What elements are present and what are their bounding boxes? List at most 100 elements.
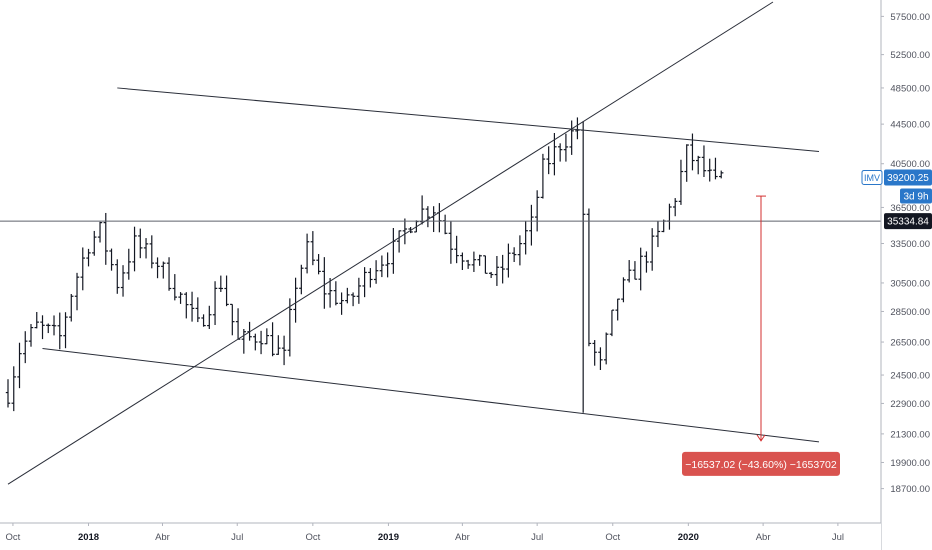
ohlc-bar [178,292,183,304]
ohlc-bar [696,155,701,175]
ohlc-bar [316,254,321,275]
rising-trendline-line[interactable] [7,1,774,485]
time-axis[interactable]: Oct 2018 Abr Jul Oct 2019 Abr Jul Oct 2020 Abr Jul [0,522,881,550]
ohlc-bar [609,309,615,337]
time-tick-label: Jul [832,532,844,543]
ohlc-bar [644,251,649,273]
ohlc-bar [28,324,34,347]
ohlc-bar [437,203,442,233]
ohlc-bar [638,247,643,291]
ohlc-bar [109,248,114,271]
ohlc-bar [546,146,551,175]
price-tick-label: 28500.00 [890,307,930,318]
symbol-label: IMV [864,173,880,183]
ohlc-bar [626,260,632,283]
ohlc-bar [678,159,684,205]
ohlc-bar [350,292,356,307]
ohlc-bar [86,248,91,267]
countdown-label: 3d 9h [903,191,928,202]
lower-channel-line[interactable] [42,347,820,443]
ohlc-bar [23,331,28,364]
ohlc-bar [155,257,160,279]
ohlc-bar [713,157,718,180]
price-tick-label: 52500.00 [890,50,930,61]
ohlc-bar [5,379,11,408]
ohlc-bar [92,230,97,256]
time-tick-label: 2019 [378,532,399,543]
ohlc-bar [477,254,482,266]
price-labels: IMV 39200.25 3d 9h 35334.84 [861,169,932,230]
ohlc-bar [362,267,367,298]
ohlc-bar [684,144,689,182]
countdown-badge [900,188,932,204]
measure-tool[interactable]: −16537.02 (−43.60%) −1653702 [682,195,840,476]
ohlc-bar [34,311,39,329]
price-tick-label: 40500.00 [890,159,930,170]
ohlc-bar [195,297,201,323]
measure-label-box[interactable] [682,451,840,476]
ohlc-bar [345,287,350,304]
time-tick-label: 2020 [678,532,699,543]
ohlc-bar [368,268,373,288]
ohlc-bar [224,275,229,307]
ohlc-bar [442,214,448,235]
ohlc-bar [161,261,166,279]
ohlc-bar [690,133,695,171]
ohlc-bar [575,117,580,140]
ohlc-bar [69,294,74,322]
ohlc-bar [207,305,212,330]
ohlc-bar [138,228,143,259]
symbol-badge [861,169,883,185]
price-tick-label: 33500.00 [890,239,930,250]
ohlc-bar [17,342,22,389]
price-tick-label: 26500.00 [890,338,930,349]
time-axis-bg[interactable] [0,523,881,550]
time-tick-label: Jul [231,532,243,543]
ohlc-bar [287,298,293,357]
ohlc-bar [270,322,275,357]
ohlc-bar [126,248,131,280]
ohlc-bar [655,221,661,248]
price-tick-label: 19900.00 [890,458,930,469]
measure-arrow-head [756,434,766,442]
ohlc-bar [465,259,471,269]
ohlc-bar [304,233,310,274]
ohlc-bar [201,314,206,327]
drawing-tools[interactable] [0,1,881,485]
ohlc-bar [621,277,626,303]
price-tick-label: 22900.00 [890,399,930,410]
price-axis-bg[interactable] [881,0,932,550]
ohlc-bar [264,328,270,345]
price-tick-label: 44500.00 [890,120,930,131]
ohlc-bar [218,275,224,292]
ohlc-bar [356,277,362,304]
ohlc-bar [327,277,333,308]
ohlc-bar [523,221,528,255]
ohlc-bar [241,328,247,354]
horizontal-line-label: 35334.84 [887,217,929,228]
ohlc-bar [149,235,154,269]
ohlc-bar [80,247,85,291]
time-tick-label: Oct [6,532,21,543]
price-axis[interactable]: 57500.00 52500.00 48500.00 44500.00 40500.00… [880,0,932,550]
time-tick-label: Abr [455,532,470,543]
time-tick-label: 2018 [78,532,99,543]
ohlc-bar [276,335,281,355]
ohlc-bar [293,277,298,323]
current-price-label: 39200.25 [887,173,929,184]
price-tick-label: 18700.00 [890,484,930,495]
ohlc-bar [563,133,569,162]
upper-channel-line[interactable] [117,87,820,152]
ohlc-bar [580,121,586,413]
time-tick-label: Abr [155,532,170,543]
ohlc-bar [471,251,477,272]
ohlc-bar [230,303,235,336]
time-tick-label: Oct [305,532,320,543]
time-tick-label: Abr [756,532,771,543]
ohlc-bar [97,221,103,243]
ohlc-bar [339,292,344,315]
ohlc-bar [506,243,511,278]
ohlc-bar [701,145,707,177]
